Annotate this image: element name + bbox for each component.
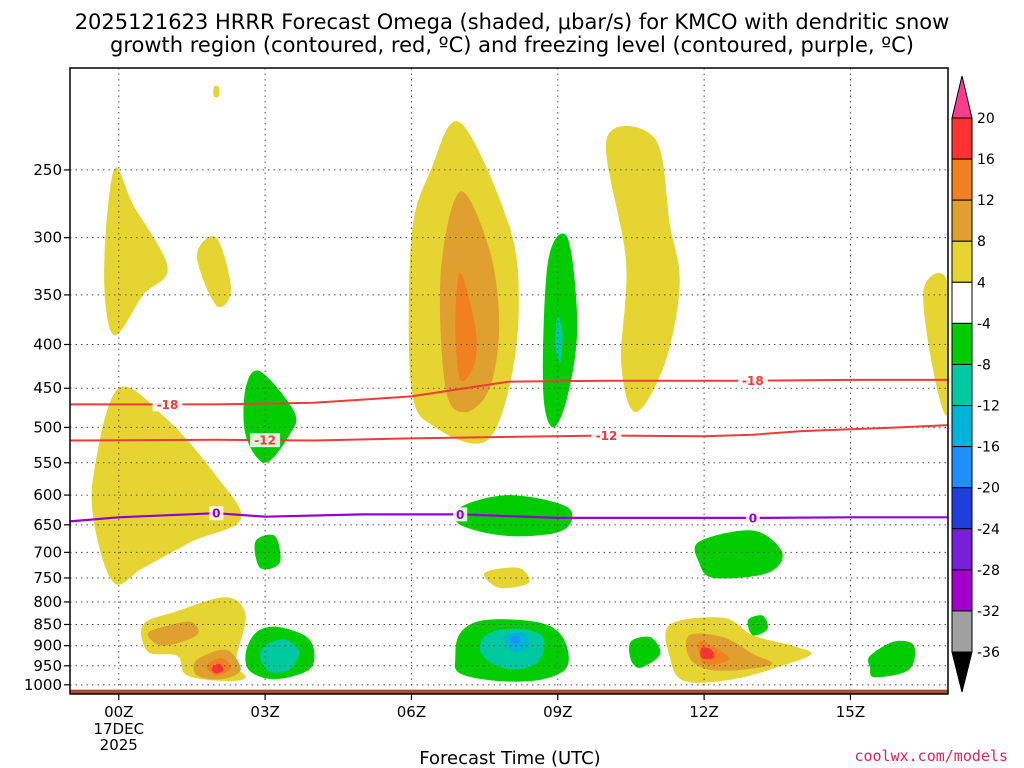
omega-region-4-3 [91,386,242,585]
x-tick-sublabel-00Z-1: 2025 [100,736,138,754]
omega-region-4-2 [213,85,220,98]
colorbar-box-6 [951,363,973,407]
y-tick-label-800: 800 [33,593,62,611]
omega-region-12-15 [455,273,477,382]
colorbar-label-6: -8 [977,357,991,373]
omega-region-4-0 [104,167,168,336]
x-tick-label-12Z: 12Z [689,703,718,721]
x-tick-label-15Z: 15Z [836,703,865,721]
chart-title-line-2: growth region (contoured, red, ºC) and f… [110,33,914,57]
colorbar-label-5: -4 [977,316,991,332]
dgz-contour--18-label-0: -18 [157,398,179,412]
colorbar-label-2: 12 [977,193,995,209]
colorbar-box-4 [951,281,973,324]
y-tick-label-850: 850 [33,615,62,633]
y-tick-label-750: 750 [33,569,62,587]
colorbar-label-11: -28 [977,563,1000,579]
ground-fill [70,689,948,694]
colorbar-box-10 [951,528,973,571]
y-tick-label-550: 550 [33,454,62,472]
omega-region--4-27 [629,636,661,668]
colorbar-label-4: 4 [977,275,986,291]
colorbar-bottom-arrow [951,651,973,693]
omega-region--4-25 [694,530,783,579]
y-tick-label-250: 250 [33,161,62,179]
x-tick-sublabel-00Z-0: 17DEC [93,720,144,738]
omega-region-4-6 [484,567,530,589]
chart-title-line-1: 2025121623 HRRR Forecast Omega (shaded, … [75,10,950,34]
plot-frame [69,67,949,695]
y-tick-label-650: 650 [33,516,62,534]
omega-region-4-1 [196,236,231,307]
freezing-level-contour-label-bg-2 [745,510,760,525]
dgz-contour--12-label-1: -12 [596,429,618,443]
ground-layer [70,689,948,694]
temperature-contours: -18 -18 -12 -12 0 0 0 [69,373,949,525]
colorbar-label-12: -32 [977,604,1000,620]
freezing-level-contour-label-bg-1 [453,507,468,522]
freezing-level-contour-label-1: 0 [456,508,464,522]
y-tick-label-300: 300 [33,229,62,247]
colorbar-box-2 [951,199,973,242]
omega-region--4-26 [747,615,768,636]
credit-text: coolwx.com/models [854,747,1008,765]
y-tick-label-1000: 1000 [24,676,62,694]
colorbar-label-8: -16 [977,440,1000,456]
freezing-level-contour-label-0: 0 [212,507,220,521]
y-tick-label-500: 500 [33,418,62,436]
dgz-contour--12-label-0: -12 [254,434,276,448]
freezing-level-contour-label-2: 0 [749,511,757,525]
colorbar-box-5 [951,322,973,365]
omega-region--4-28 [867,640,916,678]
colorbar-top-arrow [951,75,973,119]
x-tick-label-03Z: 03Z [250,703,279,721]
y-tick-label-350: 350 [33,286,62,304]
colorbar-label-9: -20 [977,481,1000,497]
colorbar-label-7: -12 [977,399,1000,415]
colorbar-box-3 [951,240,973,283]
freezing-level-contour-label-bg-0 [209,506,224,521]
x-tick-label-06Z: 06Z [397,703,426,721]
omega-region-16-18 [700,647,715,660]
omega-region--16-33 [510,636,520,644]
y-tick-label-400: 400 [33,336,62,354]
colorbar-label-13: -36 [977,645,1000,661]
grid-lines [70,68,948,690]
y-tick-label-700: 700 [33,543,62,561]
colorbar: 20 16 12 8 4 -4 -8 -12 -16 -20 -24 -28 -32 -36 [951,75,1000,693]
dgz-contour--18-label-bg-0 [152,397,183,412]
omega-region-8-10 [147,621,199,646]
x-tick-label-09Z: 09Z [543,703,572,721]
omega-region--8-31 [555,315,563,363]
colorbar-label-0: 20 [977,111,995,127]
dgz-contour--12-label-bg-1 [591,428,622,443]
omega-region--8-29 [260,639,300,673]
y-axis-ticks: 250 300 350 400 450 500 550 600 650 700 750 800 850 9… [24,161,70,694]
y-tick-label-600: 600 [33,486,62,504]
dgz-contour--18-line [70,378,948,406]
colorbar-label-1: 16 [977,152,995,168]
colorbar-box-0 [951,117,973,160]
y-tick-label-450: 450 [33,379,62,397]
colorbar-box-11 [951,569,973,612]
x-axis-label: Forecast Time (UTC) [419,748,600,768]
colorbar-label-3: 8 [977,234,986,250]
y-tick-label-950: 950 [33,657,62,675]
x-tick-label-00Z: 00Z [104,703,133,721]
colorbar-box-8 [951,446,973,489]
colorbar-box-7 [951,405,973,448]
omega-region--4-20 [254,534,281,570]
dgz-contour--18-label-bg-1 [737,373,768,388]
colorbar-label-10: -24 [977,522,1000,538]
dgz-contour--12-label-bg-0 [250,433,281,448]
colorbar-box-1 [951,158,973,201]
colorbar-box-12 [951,610,973,653]
omega-region-4-7 [605,125,680,413]
y-tick-label-900: 900 [33,637,62,655]
colorbar-box-9 [951,487,973,530]
dgz-contour--18-label-1: -18 [742,374,764,388]
